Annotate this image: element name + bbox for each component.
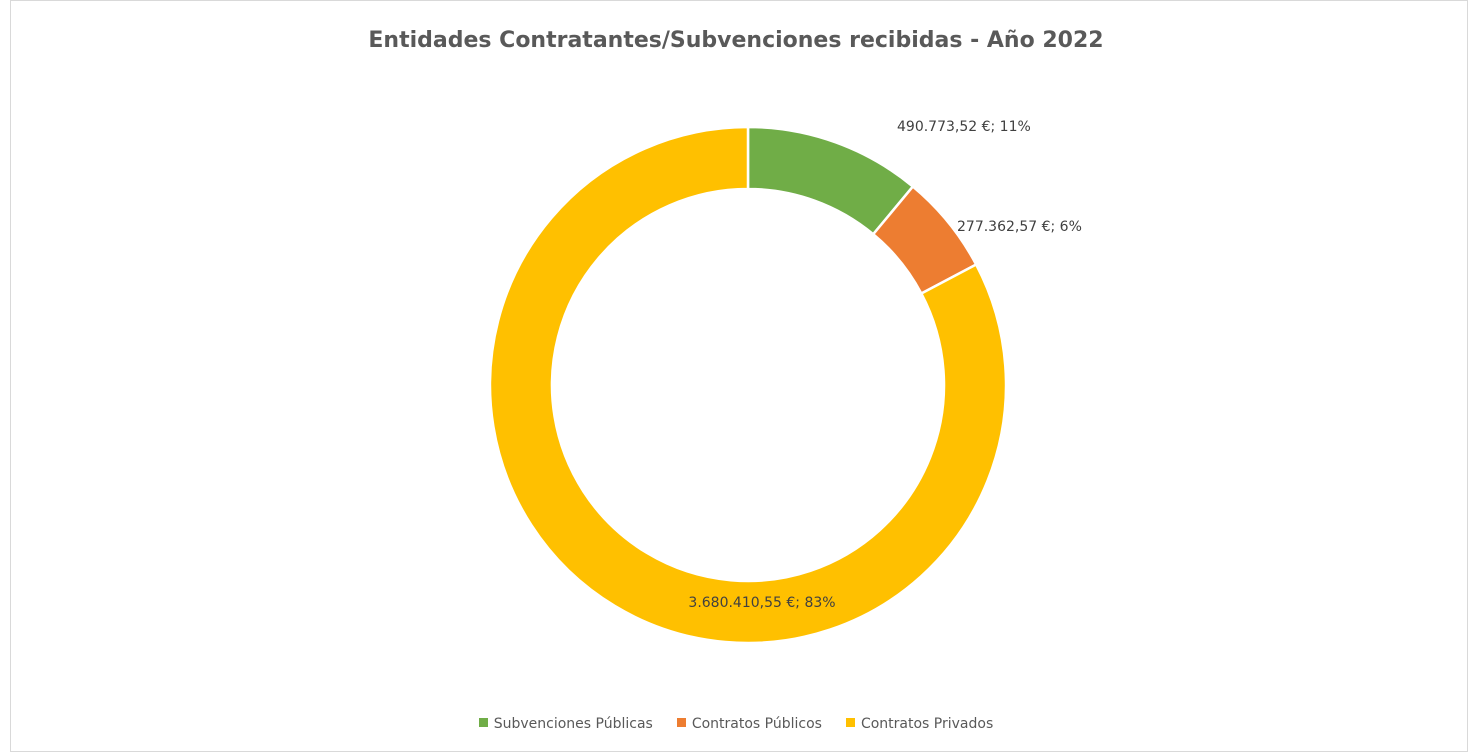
legend-item: Contratos Públicos: [676, 716, 822, 732]
chart-legend: Subvenciones Públicas Contratos Públicos C…: [0, 716, 1472, 732]
chart-title: Entidades Contratantes/Subvenciones reci…: [368, 28, 1104, 53]
data-label: 3.680.410,55 €; 83%: [688, 595, 835, 611]
legend-swatch: [845, 717, 855, 727]
legend-label: Subvenciones Públicas: [493, 716, 653, 732]
slice-contratos-privados: [488, 125, 1008, 645]
legend-item: Contratos Privados: [845, 716, 994, 732]
legend-swatch: [676, 717, 686, 727]
legend-item: Subvenciones Públicas: [478, 716, 653, 732]
legend-label: Contratos Privados: [860, 716, 994, 732]
legend-swatch: [478, 717, 488, 727]
legend-label: Contratos Públicos: [691, 716, 822, 732]
data-label: 277.362,57 €; 6%: [957, 219, 1082, 235]
data-label: 490.773,52 €; 11%: [897, 119, 1031, 135]
